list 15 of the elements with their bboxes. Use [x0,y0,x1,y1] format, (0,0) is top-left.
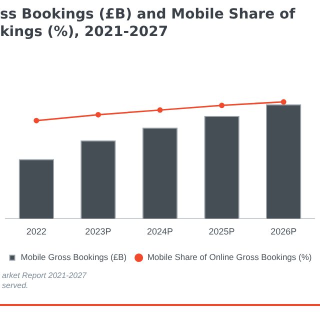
x-tick-label: 2023P [85,226,112,237]
point [95,112,101,118]
x-tick-label: 2024P [146,226,174,237]
text: arket Report 2021-2027 [2,271,88,280]
legend-label: Mobile Gross Bookings (£B) [20,252,127,262]
x-tick-label: 2025P [208,226,235,237]
chart-title: ss Bookings (£B) and Mobile Share of kings (%), 2021-2027 [0,6,296,40]
point [34,118,40,124]
x-tick-label: 2022 [26,226,46,237]
text: served. [2,281,28,290]
point [219,102,225,108]
legend-label: Mobile Share of Online Gross Bookings (%) [147,252,312,262]
point [157,107,163,113]
point [280,99,286,105]
x-tick-label: 2026P [270,226,297,237]
